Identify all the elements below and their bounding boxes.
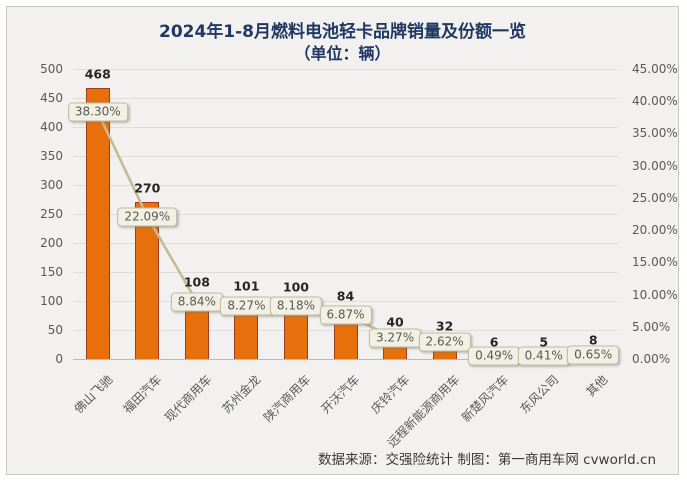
gridline — [73, 97, 618, 99]
category-label: 庆铃汽车 — [368, 372, 413, 417]
category-label: 现代商用车 — [161, 372, 215, 425]
y-axis-tick-label: 50 — [47, 323, 63, 337]
plot-area: 0 50 100 150 200 250 300 350 400 450 500 45.00% 40.0… — [7, 7, 680, 476]
bar — [85, 87, 110, 359]
category-label: 苏州金龙 — [219, 372, 264, 417]
category-label: 开沃汽车 — [318, 372, 363, 417]
gridline — [73, 155, 618, 157]
y-axis-tick-label: 0 — [55, 352, 63, 366]
bar-value-label: 8 — [588, 332, 598, 348]
category-label: 其他 — [583, 372, 611, 400]
y-axis-tick-label: 150 — [40, 265, 63, 279]
y-axis-tick-label: 100 — [40, 294, 63, 308]
y-axis-tick-label: 400 — [40, 120, 63, 134]
category-label: 新楚风汽车 — [459, 372, 512, 425]
y2-axis-tick-label: 5.00% — [632, 319, 671, 334]
chart-title: 2024年1-8月燃料电池轻卡品牌销量及份额一览 — [158, 22, 527, 42]
category-label: 佛山飞驰 — [71, 372, 116, 417]
share-label-box: 0.65% — [567, 345, 620, 365]
y-axis-tick-label: 200 — [40, 236, 63, 250]
y2-axis-tick-label: 45.00% — [632, 62, 678, 76]
bar-value-label: 270 — [134, 180, 161, 196]
share-label-box: 2.62% — [418, 332, 471, 352]
bar-value-label: 32 — [435, 318, 454, 334]
share-label-box: 6.87% — [319, 305, 372, 325]
y-axis-tick-label: 450 — [40, 91, 63, 105]
bar-value-label: 84 — [336, 288, 355, 304]
y2-axis-tick-label: 15.00% — [632, 255, 678, 270]
y-axis-tick-label: 500 — [40, 62, 63, 76]
category-label: 福田汽车 — [120, 372, 165, 417]
bar-value-label: 101 — [233, 278, 260, 294]
y-axis-tick-label: 250 — [40, 207, 63, 221]
y-axis-tick-label: 300 — [40, 178, 63, 192]
gridline — [73, 126, 618, 128]
category-label: 东风公司 — [517, 372, 562, 417]
y2-axis-tick-label: 25.00% — [632, 190, 678, 205]
gridline — [73, 358, 618, 360]
y2-axis-tick-label: 30.00% — [632, 158, 678, 173]
y2-axis-tick-label: 20.00% — [632, 223, 678, 238]
share-label-box: 3.27% — [368, 328, 422, 348]
bar-value-label: 468 — [84, 66, 111, 82]
bar-value-label: 6 — [489, 334, 499, 350]
share-label-box: 8.84% — [170, 292, 223, 312]
share-label-box: 8.18% — [269, 296, 323, 316]
title-block: 2024年1-8月燃料电池轻卡品牌销量及份额一览 （单位：辆） — [7, 22, 678, 64]
bar-value-label: 40 — [386, 314, 404, 330]
y-axis-tick-label: 350 — [40, 149, 63, 163]
y2-axis-tick-label: 0.00% — [632, 352, 671, 366]
chart-canvas: 2024年1-8月燃料电池轻卡品牌销量及份额一览 （单位：辆） 0 50 100 15… — [6, 6, 679, 475]
chart-subtitle: （单位：辆） — [294, 44, 391, 63]
share-label-box: 38.30% — [67, 102, 128, 122]
y2-axis-tick-label: 35.00% — [632, 126, 678, 141]
category-label: 陕汽商用车 — [260, 372, 314, 425]
source-note: 数据来源：交强险统计 制图：第一商用车网 cvworld.cn — [318, 452, 656, 468]
y2-axis-tick-label: 10.00% — [632, 287, 678, 302]
gridline — [73, 68, 618, 70]
share-label-box: 0.41% — [517, 346, 570, 366]
bar-value-label: 5 — [539, 334, 549, 350]
bar-value-label: 108 — [183, 274, 210, 290]
bar-value-label: 100 — [282, 279, 309, 295]
share-label-box: 0.49% — [468, 346, 521, 366]
share-label-box: 22.09% — [117, 207, 178, 227]
share-label-box: 8.27% — [220, 296, 273, 316]
y2-axis-tick-label: 40.00% — [632, 94, 678, 109]
